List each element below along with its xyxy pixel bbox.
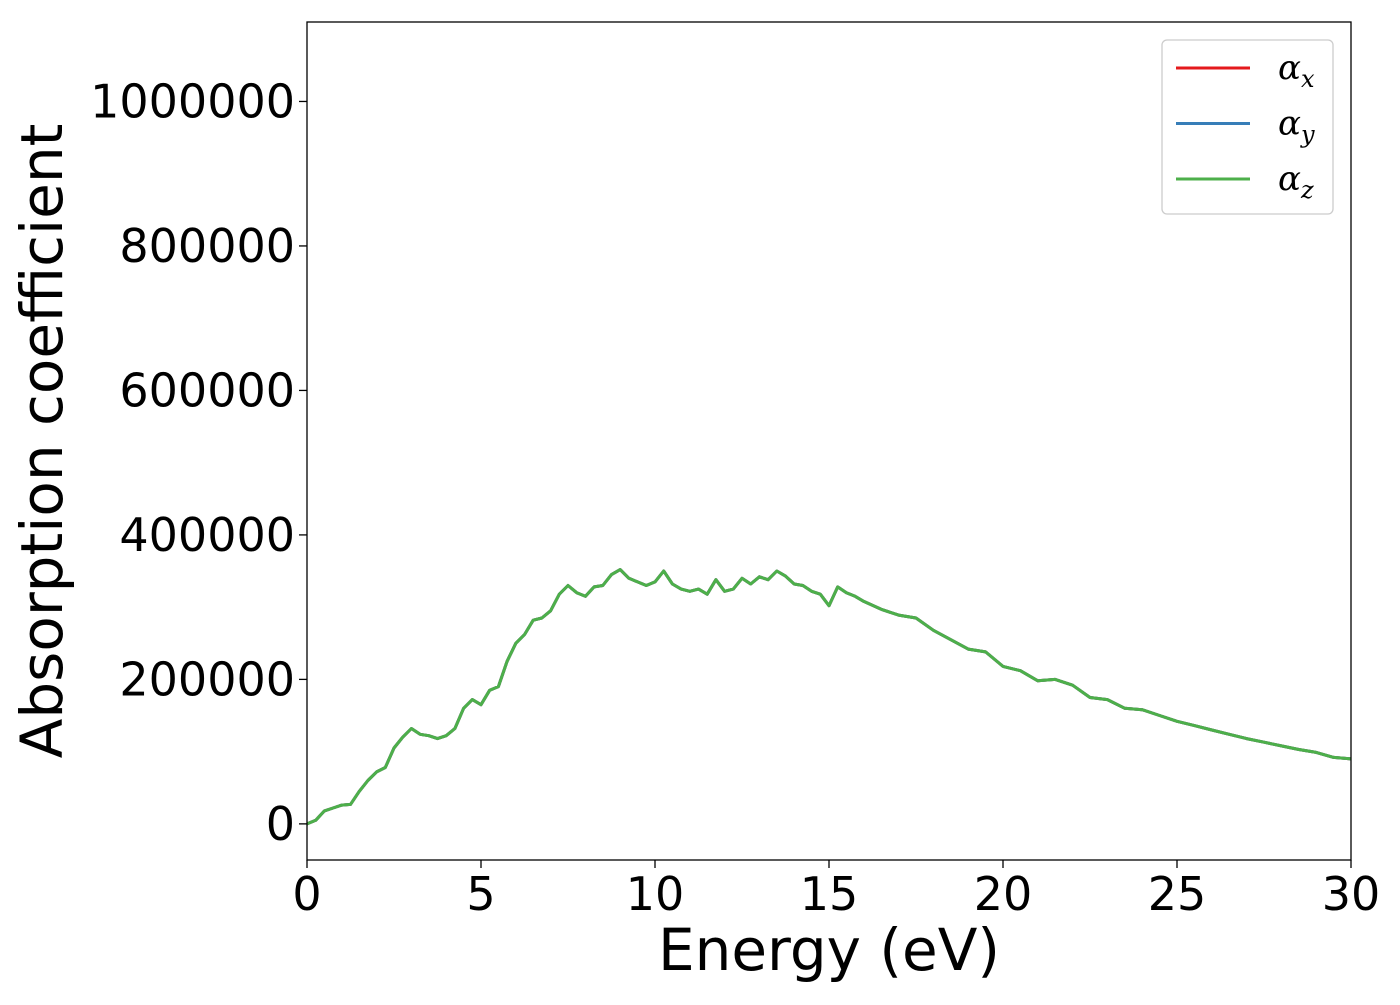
legend: αx αy αz: [1161, 39, 1334, 215]
x-tick-label: 5: [466, 867, 495, 921]
plot-series: [306, 568, 1352, 826]
x-tick-label: 0: [292, 867, 321, 921]
y-tick-label: 600000: [119, 363, 295, 417]
x-axis-ticks: 0 5 10 15 20 25 30: [292, 860, 1380, 921]
y-tick-label: 0: [266, 797, 295, 851]
legend-entries: αx αy αz: [1176, 48, 1315, 204]
x-tick-label: 30: [1322, 867, 1381, 921]
series-line-2: [306, 568, 1352, 826]
x-tick-label: 20: [974, 867, 1033, 921]
y-tick-label: 1000000: [90, 74, 295, 128]
x-tick-label: 10: [626, 867, 685, 921]
x-tick-label: 15: [800, 867, 859, 921]
y-tick-label: 400000: [119, 508, 295, 562]
y-tick-label: 200000: [119, 652, 295, 706]
y-tick-label: 800000: [119, 219, 295, 273]
legend-label: αz: [1278, 159, 1314, 204]
series-line-1: [306, 568, 1352, 826]
x-axis-title: Energy (eV): [658, 916, 1000, 984]
legend-label: αy: [1278, 104, 1315, 149]
series-line-3: [306, 568, 1352, 826]
y-axis-title: Absorption coefficient: [8, 124, 76, 759]
legend-label: αx: [1278, 48, 1315, 93]
y-axis-ticks: 0 200000 400000 600000 800000 1000000: [90, 74, 307, 851]
x-tick-label: 25: [1148, 867, 1207, 921]
legend-box: [1161, 39, 1334, 215]
